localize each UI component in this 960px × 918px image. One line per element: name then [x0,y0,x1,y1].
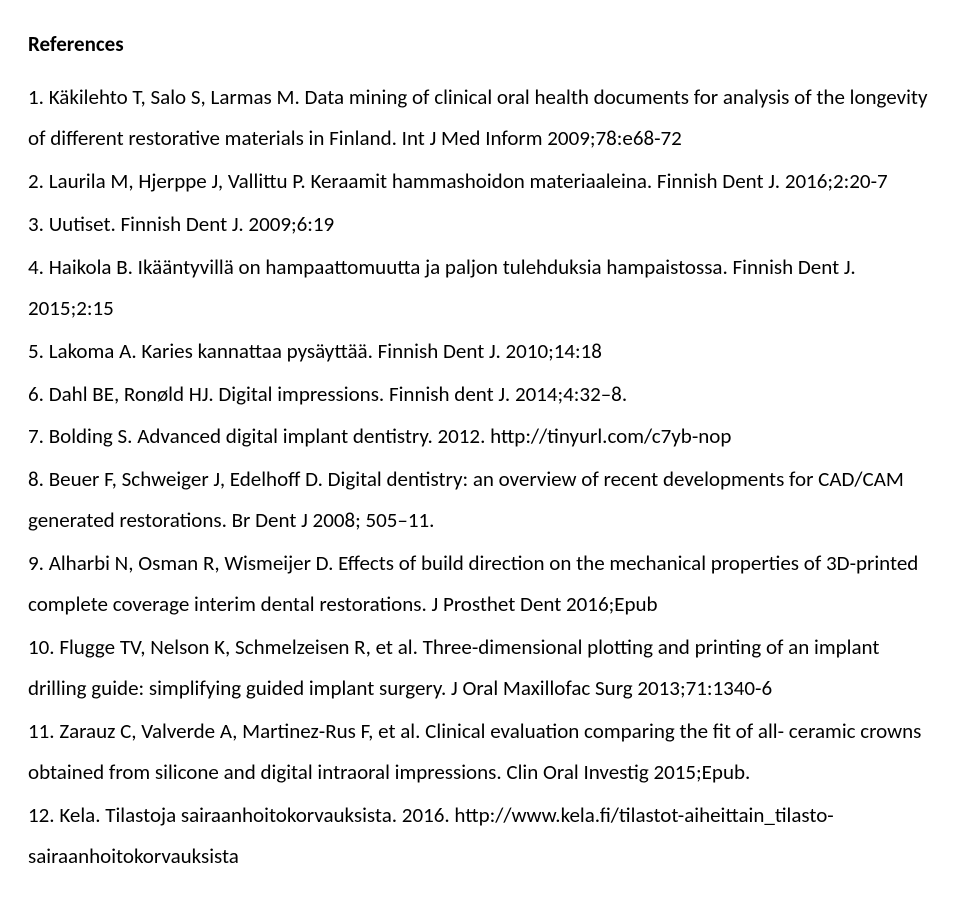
reference-item: 8. Beuer F, Schweiger J, Edelhoff D. Dig… [28,459,932,541]
reference-item: 1. Käkilehto T, Salo S, Larmas M. Data m… [28,77,932,159]
reference-item: 4. Haikola B. Ikääntyvillä on hampaattom… [28,247,932,329]
reference-item: 3. Uutiset. Finnish Dent J. 2009;6:19 [28,204,932,245]
reference-item: 7. Bolding S. Advanced digital implant d… [28,416,932,457]
references-list: 1. Käkilehto T, Salo S, Larmas M. Data m… [28,77,932,877]
reference-item: 2. Laurila M, Hjerppe J, Vallittu P. Ker… [28,161,932,202]
reference-item: 6. Dahl BE, Ronøld HJ. Digital impressio… [28,374,932,415]
reference-item: 12. Kela. Tilastoja sairaanhoitokorvauks… [28,795,932,877]
reference-item: 5. Lakoma A. Karies kannattaa pysäyttää.… [28,331,932,372]
reference-item: 10. Flugge TV, Nelson K, Schmelzeisen R,… [28,627,932,709]
references-heading: References [28,24,932,65]
reference-item: 11. Zarauz C, Valverde A, Martinez-Rus F… [28,711,932,793]
reference-item: 9. Alharbi N, Osman R, Wismeijer D. Effe… [28,543,932,625]
